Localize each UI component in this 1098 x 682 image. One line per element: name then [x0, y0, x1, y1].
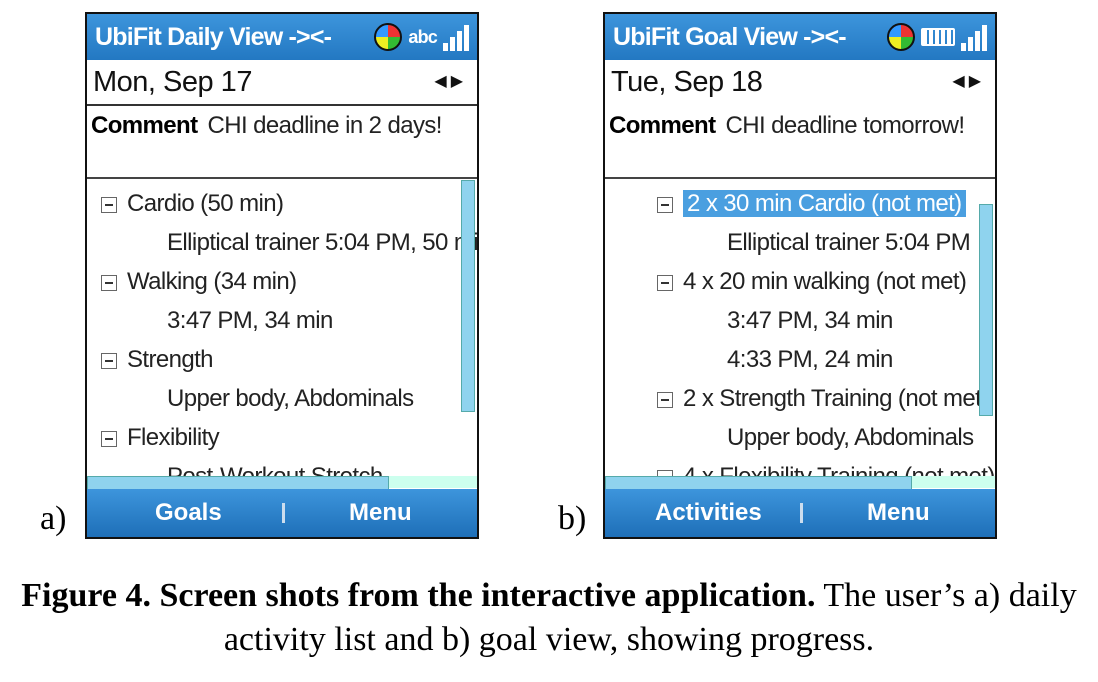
tree-item-label: Walking (34 min) [127, 268, 297, 295]
comment-label: Comment [609, 112, 716, 139]
vertical-scrollbar[interactable] [461, 180, 475, 412]
tree-item-label: 2 x 30 min Cardio (not met) [683, 190, 966, 217]
tree-item-label: 3:47 PM, 34 min [727, 307, 893, 334]
comment-row[interactable]: Comment CHI deadline tomorrow! [609, 106, 995, 146]
tree-item[interactable]: 4:33 PM, 24 min [727, 343, 893, 377]
collapse-icon[interactable] [657, 197, 673, 213]
comment-label: Comment [91, 112, 198, 139]
collapse-icon[interactable] [657, 392, 673, 408]
caption-title: Figure 4. Screen shots from the interact… [21, 577, 816, 614]
tree-item-label: 2 x Strength Training (not met) [683, 385, 989, 412]
horizontal-scrollbar[interactable] [87, 476, 477, 490]
tree-item[interactable]: Cardio (50 min) [101, 187, 284, 221]
date-nav-arrows-icon[interactable]: ◀▶ [952, 73, 985, 90]
softkey-bar: Goals Menu [87, 489, 477, 537]
collapse-icon[interactable] [101, 431, 117, 447]
date-row[interactable]: Tue, Sep 18 ◀▶ [605, 60, 995, 104]
windows-logo-icon [887, 23, 915, 51]
tree-item-label: Cardio (50 min) [127, 190, 284, 217]
tree-item-label: 4:33 PM, 24 min [727, 346, 893, 373]
tree-item-label: Strength [127, 346, 214, 373]
signal-icon [961, 23, 987, 51]
activity-tree[interactable]: Cardio (50 min) Elliptical trainer 5:04 P… [87, 177, 477, 478]
softkey-bar: Activities Menu [605, 489, 995, 537]
tree-item[interactable]: 2 x 30 min Cardio (not met) [657, 187, 966, 221]
figure-caption: Figure 4. Screen shots from the interact… [0, 574, 1098, 662]
tree-item[interactable]: 3:47 PM, 34 min [167, 304, 333, 338]
caption-text: The user’s a) daily activity list and b)… [223, 577, 1077, 658]
collapse-icon[interactable] [657, 275, 673, 291]
daily-view-screenshot: UbiFit Daily View -><- abc Mon, Sep 17 ◀▶… [85, 12, 479, 539]
tree-item-label: 4 x 20 min walking (not met) [683, 268, 967, 295]
comment-text: CHI deadline tomorrow! [725, 112, 965, 139]
goal-tree[interactable]: 2 x 30 min Cardio (not met) Elliptical tr… [605, 177, 995, 478]
app-title: UbiFit Daily View -><- [95, 23, 332, 51]
comment-row[interactable]: Comment CHI deadline in 2 days! [91, 106, 477, 146]
tree-item[interactable]: Upper body, Abdominals [727, 421, 974, 455]
tree-item-label: Upper body, Abdominals [167, 385, 414, 412]
tree-item[interactable]: Flexibility [101, 421, 220, 455]
tree-item[interactable]: Elliptical trainer 5:04 PM [727, 226, 971, 260]
collapse-icon[interactable] [101, 275, 117, 291]
date-nav-arrows-icon[interactable]: ◀▶ [434, 73, 467, 90]
input-mode-indicator: abc [408, 27, 437, 47]
date: Tue, Sep 18 [611, 66, 763, 98]
collapse-icon[interactable] [101, 353, 117, 369]
goals-softkey[interactable]: Goals [155, 499, 222, 526]
date: Mon, Sep 17 [93, 66, 252, 98]
vertical-scrollbar[interactable] [979, 204, 993, 416]
panel-label-b: b) [558, 500, 587, 537]
collapse-icon[interactable] [101, 197, 117, 213]
tree-item-label: Post-Workout Stretch [167, 463, 383, 478]
tree-item-label: 3:47 PM, 34 min [167, 307, 333, 334]
app-title: UbiFit Goal View -><- [613, 23, 847, 51]
panel-label-a: a) [40, 500, 67, 537]
tree-item[interactable]: Upper body, Abdominals [167, 382, 414, 416]
tree-item-label: Elliptical trainer 5:04 PM [727, 229, 971, 256]
date-row[interactable]: Mon, Sep 17 ◀▶ [87, 60, 477, 106]
tree-item[interactable]: 2 x Strength Training (not met) [657, 382, 989, 416]
tree-item[interactable]: Post-Workout Stretch [167, 460, 383, 478]
tree-item-label: Upper body, Abdominals [727, 424, 974, 451]
tree-item[interactable]: 3:47 PM, 34 min [727, 304, 893, 338]
tree-item-label: Elliptical trainer 5:04 PM, 50 min [167, 229, 477, 256]
title-bar: UbiFit Daily View -><- abc [87, 14, 477, 60]
windows-logo-icon [374, 23, 403, 51]
horizontal-scrollbar[interactable] [605, 476, 995, 490]
tree-item-label: Flexibility [127, 424, 220, 451]
title-bar: UbiFit Goal View -><- [605, 14, 995, 60]
signal-icon [443, 23, 469, 51]
tree-item[interactable]: Walking (34 min) [101, 265, 297, 299]
goal-view-screenshot: UbiFit Goal View -><- Tue, Sep 18 ◀▶ Comm… [603, 12, 997, 539]
battery-icon [921, 28, 955, 46]
comment-text: CHI deadline in 2 days! [207, 112, 442, 139]
menu-softkey[interactable]: Menu [349, 499, 412, 526]
tree-item[interactable]: Elliptical trainer 5:04 PM, 50 min [167, 226, 477, 260]
tree-item[interactable]: 4 x 20 min walking (not met) [657, 265, 967, 299]
tree-item-label: 4 x Flexibility Training (not met) [683, 463, 995, 478]
tree-item[interactable]: Strength [101, 343, 214, 377]
menu-softkey[interactable]: Menu [867, 499, 930, 526]
activities-softkey[interactable]: Activities [655, 499, 762, 526]
